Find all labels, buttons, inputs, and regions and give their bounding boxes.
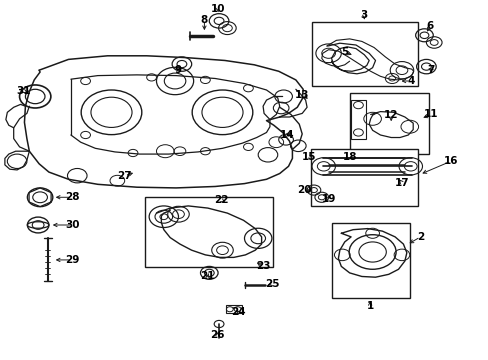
Text: 11: 11 bbox=[423, 109, 438, 120]
Text: 5: 5 bbox=[341, 47, 348, 57]
Bar bbox=[225, 305, 241, 313]
Text: 31: 31 bbox=[16, 86, 31, 96]
Text: 17: 17 bbox=[394, 178, 408, 188]
Text: 26: 26 bbox=[210, 330, 224, 340]
Text: 18: 18 bbox=[342, 152, 357, 162]
Bar bbox=[331, 223, 409, 298]
Bar bbox=[350, 100, 365, 139]
Text: 1: 1 bbox=[366, 301, 373, 311]
Text: 19: 19 bbox=[321, 194, 335, 204]
Text: 4: 4 bbox=[406, 76, 414, 86]
Text: 8: 8 bbox=[201, 15, 207, 25]
Text: 22: 22 bbox=[213, 195, 228, 205]
Bar bbox=[310, 149, 417, 206]
Text: 27: 27 bbox=[117, 171, 132, 181]
Text: 10: 10 bbox=[210, 4, 224, 14]
Bar bbox=[144, 197, 272, 267]
Text: 16: 16 bbox=[443, 156, 457, 166]
Text: 20: 20 bbox=[296, 185, 311, 195]
Text: 25: 25 bbox=[265, 279, 280, 289]
Text: 24: 24 bbox=[231, 307, 245, 318]
Text: 2: 2 bbox=[416, 232, 423, 242]
Text: 23: 23 bbox=[255, 261, 270, 271]
Text: 13: 13 bbox=[294, 90, 309, 100]
Text: 14: 14 bbox=[280, 130, 294, 140]
Bar bbox=[311, 22, 417, 86]
Text: 12: 12 bbox=[383, 110, 398, 120]
Text: 3: 3 bbox=[360, 10, 367, 20]
Text: 15: 15 bbox=[301, 152, 316, 162]
Text: 29: 29 bbox=[65, 255, 80, 265]
Text: 6: 6 bbox=[426, 21, 433, 31]
Text: 7: 7 bbox=[427, 65, 434, 75]
Text: 30: 30 bbox=[65, 220, 80, 230]
Text: 28: 28 bbox=[65, 192, 80, 202]
Text: 9: 9 bbox=[175, 65, 182, 75]
Bar bbox=[349, 93, 428, 154]
Text: 21: 21 bbox=[200, 271, 215, 282]
